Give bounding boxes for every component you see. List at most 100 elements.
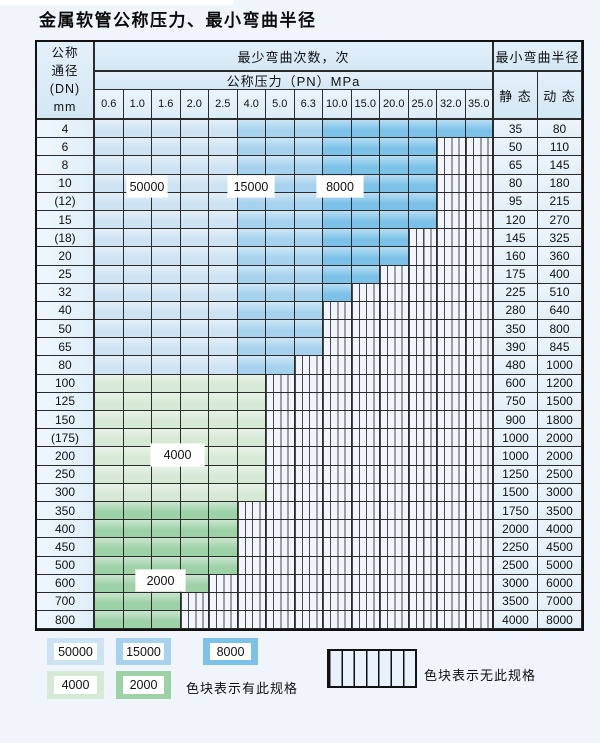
spec-cell (294, 301, 323, 321)
no-spec-cell (294, 465, 323, 484)
spec-cell (294, 283, 323, 302)
no-spec-cell (351, 411, 380, 430)
no-spec-cell (465, 320, 494, 339)
no-spec-cell (351, 483, 380, 502)
spec-cell (209, 120, 238, 139)
spec-cell (380, 138, 409, 157)
no-spec-cell (437, 574, 466, 593)
dn-cell: 15 (37, 210, 95, 230)
spec-cell (237, 320, 266, 339)
no-spec-cell (380, 283, 409, 302)
spec-cell (351, 265, 380, 284)
spec-cell (323, 229, 352, 248)
static-value-cell: 900 (494, 411, 538, 430)
spec-cell (123, 156, 152, 175)
spec-cell (123, 611, 152, 630)
spec-cell (237, 465, 266, 484)
spec-cell (95, 283, 124, 302)
no-spec-cell (266, 556, 295, 575)
no-spec-cell (351, 574, 380, 593)
spec-cell (180, 429, 209, 448)
no-spec-cell (266, 447, 295, 466)
no-spec-cell (323, 574, 352, 593)
no-spec-cell (323, 392, 352, 411)
no-spec-cell (408, 574, 437, 593)
spec-cell (95, 447, 124, 466)
spec-cell (351, 247, 380, 266)
spec-cell (237, 229, 266, 248)
spec-cell (95, 120, 124, 139)
dynamic-value-cell: 8000 (538, 611, 582, 630)
legend-swatch-label: 50000 (54, 643, 97, 660)
no-spec-cell (380, 429, 409, 448)
dn-cell: 200 (37, 447, 95, 466)
no-spec-cell (437, 556, 466, 575)
no-spec-cell (437, 465, 466, 484)
dynamic-value-cell: 360 (538, 247, 582, 266)
no-spec-cell (237, 520, 266, 539)
no-spec-cell (465, 174, 494, 193)
hose-spec-table: 公称 通径 (DN) mm 最少弯曲次数，次 最小弯曲半径 公称压力（PN）MPa 静 态动 … (35, 40, 584, 632)
no-spec-cell (237, 501, 266, 521)
static-value-cell: 3500 (494, 592, 538, 612)
static-value-cell: 2250 (494, 538, 538, 557)
no-spec-cell (465, 247, 494, 266)
spec-cell (152, 374, 181, 393)
spec-cell (209, 520, 238, 539)
spec-cell (95, 156, 124, 175)
dynamic-value-cell: 2500 (538, 465, 582, 484)
no-spec-cell (408, 447, 437, 466)
no-spec-cell (465, 556, 494, 575)
no-spec-cell (437, 192, 466, 211)
no-spec-cell (465, 611, 494, 630)
spec-cell (123, 283, 152, 302)
spec-cell (323, 283, 352, 302)
spec-cell (152, 265, 181, 284)
spec-cell (351, 210, 380, 230)
no-spec-cell (437, 156, 466, 175)
pressure-col-header: 1.6 (152, 90, 181, 120)
spec-cell (294, 320, 323, 339)
spec-cell (180, 392, 209, 411)
spec-cell (152, 592, 181, 612)
static-value-cell: 175 (494, 265, 538, 284)
spec-cell (237, 338, 266, 357)
no-spec-cell (266, 374, 295, 393)
dn-cell: (175) (37, 429, 95, 448)
no-spec-cell (465, 265, 494, 284)
spec-cell (123, 265, 152, 284)
dynamic-value-cell: 2000 (538, 429, 582, 448)
no-spec-cell (408, 283, 437, 302)
dynamic-value-cell: 510 (538, 283, 582, 302)
no-spec-cell (266, 501, 295, 521)
spec-cell (123, 192, 152, 211)
spec-cell (237, 483, 266, 502)
no-spec-cell (180, 592, 209, 612)
no-spec-cell (408, 465, 437, 484)
spec-cell (209, 247, 238, 266)
spec-cell (209, 192, 238, 211)
spec-cell (180, 574, 209, 593)
spec-cell (180, 229, 209, 248)
spec-cell (237, 138, 266, 157)
no-spec-cell (437, 611, 466, 630)
static-value-cell: 145 (494, 229, 538, 248)
spec-cell (266, 265, 295, 284)
spec-cell (294, 192, 323, 211)
spec-cell (95, 138, 124, 157)
no-spec-cell (351, 392, 380, 411)
spec-cell (180, 247, 209, 266)
spec-cell (180, 265, 209, 284)
spec-cell (95, 174, 124, 193)
spec-cell (294, 265, 323, 284)
dn-cell: 250 (37, 465, 95, 484)
dynamic-value-cell: 4500 (538, 538, 582, 557)
spec-cell (180, 411, 209, 430)
no-spec-cell (408, 520, 437, 539)
static-value-cell: 3000 (494, 574, 538, 593)
spec-cell (152, 320, 181, 339)
no-spec-cell (266, 465, 295, 484)
spec-cell (95, 374, 124, 393)
spec-cell (380, 156, 409, 175)
no-spec-cell (437, 411, 466, 430)
